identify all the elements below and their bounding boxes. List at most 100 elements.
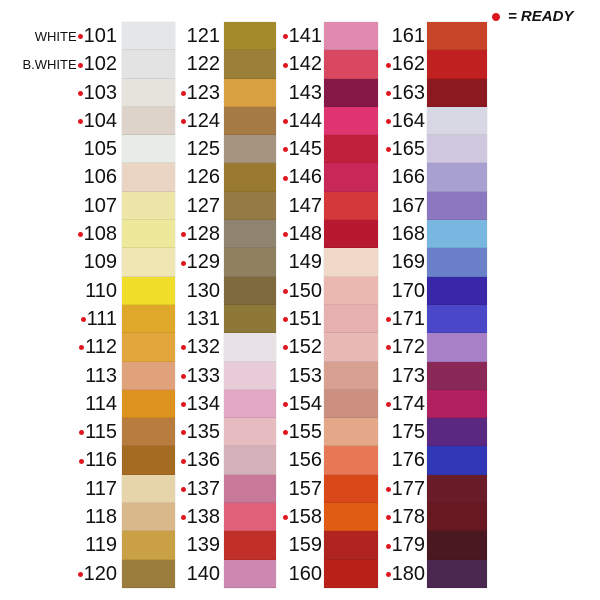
ready-dot-icon [77,90,83,96]
swatch-code: 122 [186,53,220,76]
swatch-code: 156 [288,449,322,472]
swatch-code: 179 [391,534,425,557]
color-swatch [324,78,378,107]
color-swatch [122,361,175,390]
ready-dot-icon [180,458,186,464]
swatch-code: 153 [288,364,322,387]
color-swatch [122,248,175,277]
swatch-code: 117 [85,477,117,500]
ready-dot-icon [180,373,186,379]
swatch-label: 129 [160,248,220,276]
swatch-name: WHITE [34,28,77,44]
swatch-label: 144 [262,107,322,135]
ready-dot-icon [180,515,186,521]
color-swatch [122,446,175,475]
swatch-label: 154 [262,390,322,418]
swatch-code: 113 [85,364,117,387]
ready-dot-icon [492,13,500,22]
color-swatch [324,389,378,419]
swatch-code: 127 [186,194,220,217]
color-swatch [427,361,487,390]
swatch-code: 111 [86,307,117,330]
swatch-label: 116 [0,446,117,474]
color-swatch [224,304,276,334]
swatch-label: 177 [365,475,425,503]
color-swatch [224,503,276,532]
swatch-code: 173 [391,364,425,387]
color-swatch [427,418,487,447]
swatch-code: 102 [83,53,117,76]
swatch-label: 115 [0,418,117,446]
swatch-label: WHITE 101 [0,22,117,50]
swatch-code: 144 [288,109,322,132]
color-swatch [324,163,378,192]
color-swatch [122,474,175,504]
color-swatch [224,531,276,560]
swatch-code: 164 [391,109,425,132]
ready-dot-icon [77,119,83,125]
color-swatch [427,248,487,277]
color-swatch [122,135,175,164]
color-swatch [224,220,276,249]
color-swatch [122,304,175,334]
swatch-label: 139 [160,531,220,559]
swatch-label: 170 [365,277,425,305]
swatch-code: 112 [85,336,117,359]
color-swatch [427,220,487,249]
swatch-code: 180 [391,562,425,585]
color-swatch [427,106,487,136]
swatch-label: 132 [160,333,220,361]
swatch-label: 174 [365,390,425,418]
swatch-code: 133 [186,364,220,387]
swatch-code: 157 [288,477,322,500]
swatch-code: 161 [391,25,425,47]
color-swatch [324,135,378,164]
swatch-code: 108 [83,223,117,246]
ready-dot-icon [79,345,85,351]
swatch-code: 128 [186,223,220,246]
swatch-code: 131 [186,307,220,330]
swatch-label: 120 [0,560,117,588]
color-swatch [324,248,378,277]
color-swatch [324,503,378,532]
color-swatch [122,418,175,447]
swatch-code: 169 [391,251,425,274]
swatch-code: 141 [288,25,322,47]
color-swatch [224,333,276,362]
color-swatch [427,135,487,164]
ready-dot-icon [282,430,288,436]
swatch-label: 157 [262,475,322,503]
color-swatch [224,163,276,192]
color-swatch [324,361,378,390]
color-swatch [427,78,487,107]
ready-dot-icon [385,345,391,351]
color-swatch [427,503,487,532]
swatch-code: 114 [85,392,117,415]
ready-dot-icon [282,402,288,408]
swatch-label: 151 [262,305,322,333]
color-swatch [324,276,378,305]
swatch-label: 110 [0,277,117,305]
swatch-label: 141 [262,22,322,50]
swatch-labels: WHITE 101 B.WHITE 102 103 104 105 106 107 108 109 1… [0,22,117,588]
color-swatch [224,106,276,136]
swatch-label: 146 [262,163,322,191]
swatch-label: 117 [0,475,117,503]
swatch-code: 107 [83,194,117,217]
ready-dot-icon [180,402,186,408]
color-swatch [427,474,487,504]
swatch-code: 170 [391,279,425,302]
swatch-code: 166 [391,166,425,189]
swatch-code: 154 [288,392,322,415]
swatch-label: 114 [0,390,117,418]
swatch-code: 151 [288,307,322,330]
swatch-label: 107 [0,192,117,220]
ribbon-strip [122,22,175,588]
ready-dot-icon [282,317,288,323]
swatch-code: 176 [391,449,425,472]
swatch-label: 143 [262,79,322,107]
swatch-label: 103 [0,79,117,107]
color-swatch [427,22,487,51]
swatch-code: 149 [288,251,322,274]
swatch-label: B.WHITE 102 [0,50,117,78]
